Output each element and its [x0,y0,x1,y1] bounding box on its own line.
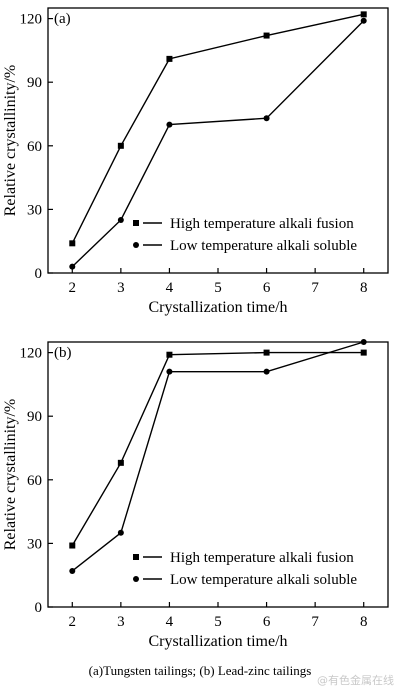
panel-b-series-low-temp-point [69,567,76,574]
panel-a-legend-low-temp-label: Low temperature alkali soluble [170,238,357,254]
panel-a-legend-high-temp-marker [133,220,139,226]
panel-b-series-high-temp-point [166,351,173,358]
panel-a-ytick-label: 0 [35,266,43,282]
panel-b-xtick-label: 6 [263,614,271,630]
panel-b-series-high-temp-point [360,349,367,356]
panel-a-series-low-temp-point [166,121,173,128]
panel-b-series-high-temp-point [263,349,270,356]
panel-b-series-low-temp-point [263,368,270,375]
panel-b: (b) 2 3 4 5 6 7 8 0 30 60 90 120 Crystallization time… [2,339,389,650]
panel-a-ytick-label: 60 [27,139,42,155]
panel-a-series-high-temp-point [69,240,76,247]
panel-b-series-low-temp-point [166,368,173,375]
panel-b-x-axis-label: Crystallization time/h [148,633,287,650]
panel-b-xtick-label: 7 [311,614,319,630]
panel-a-ytick-label: 90 [27,75,42,91]
panel-a-xtick-label: 6 [263,280,271,296]
panel-a-series-high-temp-point [360,11,367,18]
panel-b-xtick-label: 3 [117,614,125,630]
panel-a-series-low-temp-point [263,115,270,122]
panel-b-y-axis-label: Relative crystallinity/% [2,399,19,551]
panel-a-series-low-temp-point [360,17,367,24]
panel-a-series-low-temp-point [117,217,124,223]
panel-a-xtick-label: 5 [214,280,222,296]
panel-b-legend-high-temp-label: High temperature alkali fusion [170,550,354,566]
panel-b-series-high-temp-point [69,542,76,549]
panel-a-label: (a) [54,11,71,27]
panel-b-series-low-temp-line [71,341,364,572]
panel-a-series-high-temp-point [166,55,173,62]
panel-a-xtick-label: 7 [311,280,319,296]
panel-b-legend-low-temp-label: Low temperature alkali soluble [170,572,357,588]
panel-b-xtick-label: 4 [166,614,174,630]
panel-a-xtick-label: 4 [166,280,174,296]
panel-a-xtick-label: 3 [117,280,125,296]
panel-b-ytick-label: 90 [27,409,42,425]
panel-b-series-low-temp-point [117,529,124,536]
watermark: @有色金属在线 [317,674,394,687]
panel-b-plot-frame [47,341,389,608]
panel-b-series-high-temp-point [117,459,124,466]
panel-a-xtick-label: 8 [360,280,368,296]
panel-a: (a) 2 3 4 5 6 7 8 0 30 60 90 120 Crystallization time… [2,7,389,316]
panel-a-series-high-temp-line [71,13,364,244]
panel-b-xtick-label: 8 [360,614,368,630]
panel-b-series-high-temp-line [71,351,364,546]
panel-a-y-axis-label: Relative crystallinity/% [2,65,19,217]
panel-a-ytick-label: 120 [20,12,43,28]
panel-a-x-axis-label: Crystallization time/h [148,299,287,316]
panel-b-label: (b) [54,345,72,361]
panel-a-legend-high-temp-label: High temperature alkali fusion [170,216,354,232]
panel-a-series-high-temp-point [263,32,270,39]
panel-b-ytick-label: 60 [27,473,42,489]
panel-b-ytick-label: 120 [20,346,43,362]
panel-b-xtick-label: 5 [214,614,222,630]
panel-a-ytick-label: 30 [27,202,42,218]
panel-b-ytick-label: 30 [27,536,42,552]
figure-caption: (a)Tungsten tailings; (b) Lead-zinc tail… [88,663,312,678]
panel-b-series-low-temp-point [360,339,367,345]
panel-a-xtick-label: 2 [69,280,77,296]
panel-a-series-low-temp-point [69,263,76,270]
panel-b-xtick-label: 2 [69,614,77,630]
panel-a-series-high-temp-point [117,142,124,149]
panel-b-ytick-label: 0 [35,600,43,616]
panel-a-legend-low-temp-marker [133,242,139,248]
panel-b-legend-high-temp-marker [133,554,139,560]
panel-b-legend-low-temp-marker [133,576,139,582]
